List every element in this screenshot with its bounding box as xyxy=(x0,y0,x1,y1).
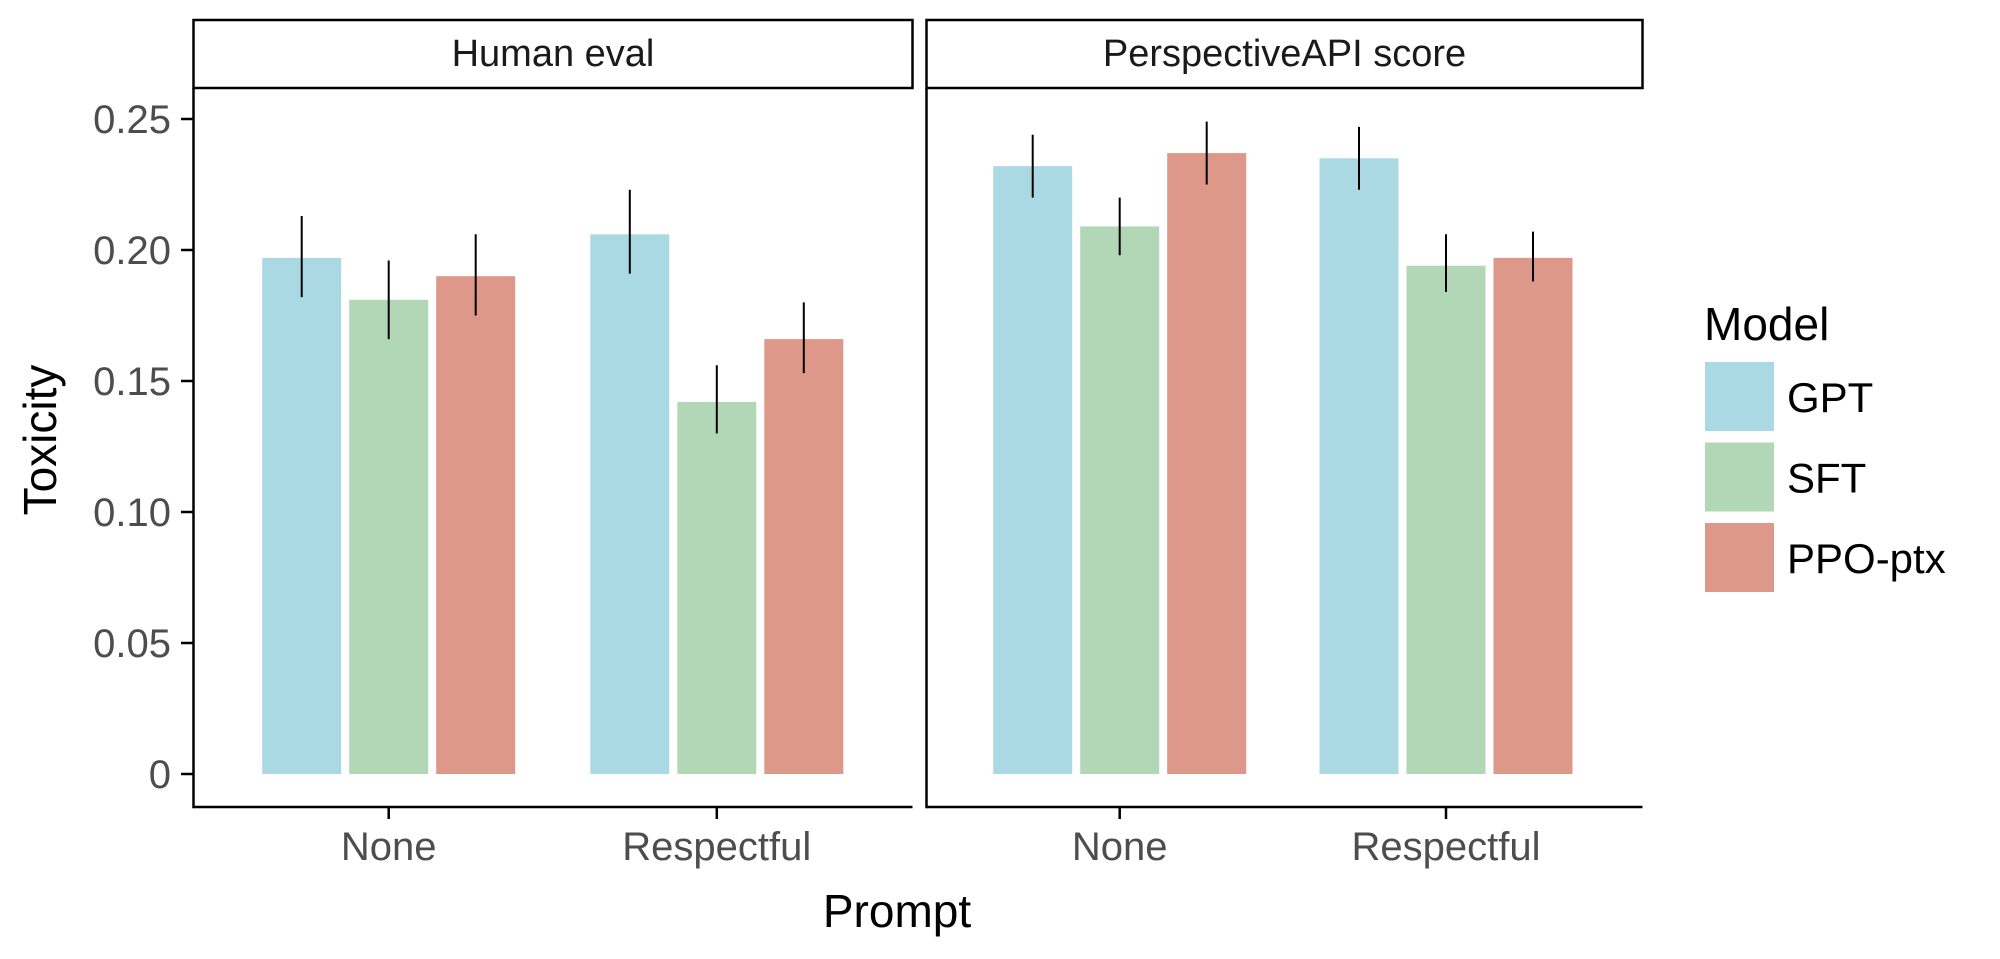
legend-label: PPO-ptx xyxy=(1787,535,1946,582)
y-tick-label: 0.20 xyxy=(93,229,171,273)
bar-gpt-respectful xyxy=(1319,158,1399,775)
legend-title: Model xyxy=(1704,298,1829,350)
bar-gpt-none xyxy=(993,166,1073,774)
bar-ppo-ptx-none xyxy=(436,276,516,774)
facet-panel: Human eval None Respectful xyxy=(192,18,914,869)
y-axis: 0 0.05 0.10 0.15 0.20 0.25 xyxy=(93,98,194,797)
bar-sft-none xyxy=(1080,226,1160,775)
bar-sft-none xyxy=(349,299,429,774)
bar-ppo-ptx-respectful xyxy=(764,339,844,774)
bar-gpt-none xyxy=(262,257,342,774)
x-tick-label: Respectful xyxy=(622,825,811,869)
legend-key-gpt xyxy=(1705,362,1774,431)
facet-strip xyxy=(192,18,914,90)
bar-gpt-respectful xyxy=(590,234,670,774)
legend: Model GPT SFT PPO-ptx xyxy=(1704,298,1946,592)
bar-ppo-ptx-none xyxy=(1167,153,1247,774)
facet-panel: PerspectiveAPI score None Respectful xyxy=(925,18,1644,869)
bar-sft-respectful xyxy=(677,401,757,774)
bar-ppo-ptx-respectful xyxy=(1493,257,1573,774)
legend-key-ppo-ptx xyxy=(1705,523,1774,592)
legend-label: GPT xyxy=(1787,374,1873,421)
facet-strip xyxy=(925,18,1644,90)
x-tick-label: None xyxy=(1072,825,1168,869)
y-tick-label: 0.05 xyxy=(93,622,171,666)
x-axis-title: Prompt xyxy=(823,885,971,937)
y-tick-label: 0.15 xyxy=(93,360,171,404)
legend-label: SFT xyxy=(1787,455,1866,502)
bar-sft-respectful xyxy=(1406,265,1486,774)
y-tick-label: 0 xyxy=(149,753,171,797)
facet-title: PerspectiveAPI score xyxy=(1103,33,1466,75)
y-tick-label: 0.10 xyxy=(93,491,171,535)
x-tick-label: None xyxy=(341,825,437,869)
y-axis-title: Toxicity xyxy=(14,365,66,516)
y-tick-label: 0.25 xyxy=(93,98,171,142)
facet-title: Human eval xyxy=(452,33,655,75)
legend-key-sft xyxy=(1705,442,1774,512)
x-tick-label: Respectful xyxy=(1352,825,1541,869)
